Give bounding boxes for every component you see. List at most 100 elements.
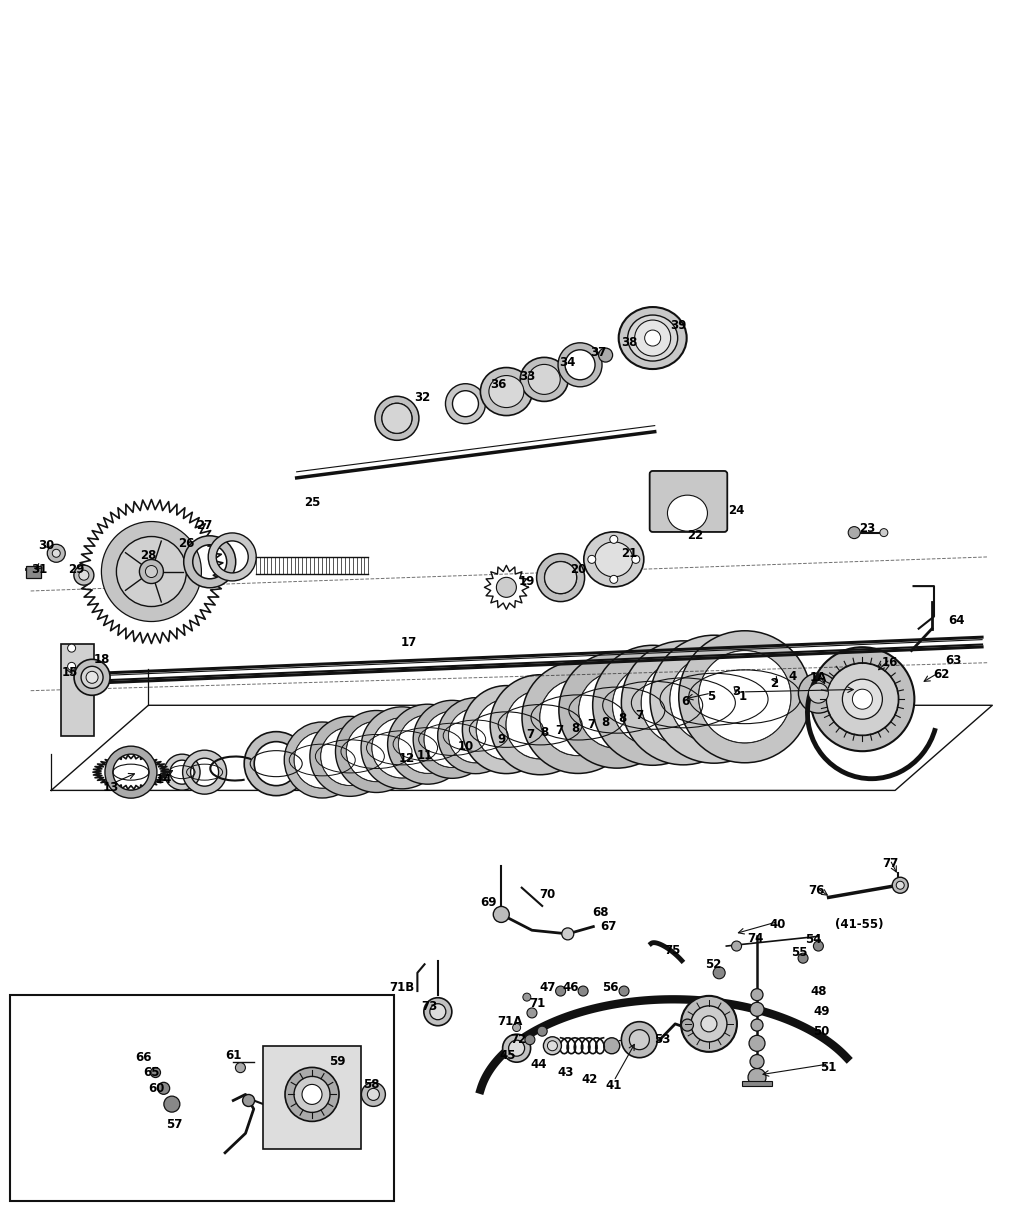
Text: 9: 9 xyxy=(497,733,505,745)
Text: 68: 68 xyxy=(592,906,609,918)
Text: 7: 7 xyxy=(526,728,534,741)
Circle shape xyxy=(74,659,110,696)
Circle shape xyxy=(634,320,671,356)
Bar xyxy=(61,644,94,736)
Circle shape xyxy=(302,1085,322,1104)
Wedge shape xyxy=(244,732,308,795)
Circle shape xyxy=(493,906,509,923)
Wedge shape xyxy=(164,754,201,790)
Circle shape xyxy=(610,535,618,544)
Text: 47: 47 xyxy=(539,981,555,993)
Circle shape xyxy=(892,877,908,894)
Text: 65: 65 xyxy=(143,1066,160,1079)
Circle shape xyxy=(827,663,898,736)
Circle shape xyxy=(52,550,60,557)
Circle shape xyxy=(430,1003,446,1020)
Text: 43: 43 xyxy=(558,1066,574,1079)
Circle shape xyxy=(361,1082,386,1107)
Ellipse shape xyxy=(489,376,524,407)
Circle shape xyxy=(424,997,452,1026)
Text: 8: 8 xyxy=(540,726,548,738)
Circle shape xyxy=(295,732,350,788)
Circle shape xyxy=(750,1002,764,1017)
Text: 1A: 1A xyxy=(810,671,827,683)
Circle shape xyxy=(751,989,763,1001)
Wedge shape xyxy=(184,536,235,587)
Text: 23: 23 xyxy=(859,523,876,535)
Text: 40: 40 xyxy=(769,918,786,930)
Circle shape xyxy=(748,1069,766,1086)
Circle shape xyxy=(537,1026,547,1036)
Text: 29: 29 xyxy=(69,563,85,575)
Circle shape xyxy=(372,717,432,778)
Circle shape xyxy=(598,348,613,362)
Circle shape xyxy=(47,545,65,562)
Wedge shape xyxy=(537,553,584,602)
Text: 61: 61 xyxy=(225,1049,241,1062)
Circle shape xyxy=(604,1037,620,1054)
Circle shape xyxy=(242,1094,255,1107)
Text: 60: 60 xyxy=(148,1082,165,1094)
Circle shape xyxy=(145,565,158,578)
Text: 18: 18 xyxy=(94,653,110,665)
Wedge shape xyxy=(559,652,675,769)
Text: 41: 41 xyxy=(606,1080,622,1092)
Circle shape xyxy=(713,967,725,979)
Circle shape xyxy=(798,674,839,713)
Wedge shape xyxy=(388,704,468,784)
Circle shape xyxy=(382,404,412,433)
Wedge shape xyxy=(413,700,491,778)
Text: 16: 16 xyxy=(882,657,898,669)
Wedge shape xyxy=(621,641,746,765)
Circle shape xyxy=(74,565,94,585)
Circle shape xyxy=(681,1019,694,1031)
Text: 31: 31 xyxy=(31,563,47,575)
Circle shape xyxy=(613,665,693,745)
Circle shape xyxy=(699,651,791,743)
Ellipse shape xyxy=(594,542,633,576)
Wedge shape xyxy=(105,747,157,798)
Text: 42: 42 xyxy=(581,1074,597,1086)
Text: 56: 56 xyxy=(603,981,619,993)
Text: 39: 39 xyxy=(670,320,686,332)
FancyBboxPatch shape xyxy=(263,1046,361,1149)
Text: 36: 36 xyxy=(490,378,506,390)
Circle shape xyxy=(852,689,873,709)
Wedge shape xyxy=(650,635,779,764)
Text: 38: 38 xyxy=(621,337,637,349)
Circle shape xyxy=(294,1076,330,1113)
Circle shape xyxy=(751,1019,763,1031)
Text: 63: 63 xyxy=(945,654,962,666)
Wedge shape xyxy=(209,533,256,581)
Circle shape xyxy=(425,711,480,767)
Wedge shape xyxy=(810,647,915,751)
Wedge shape xyxy=(284,722,360,798)
Ellipse shape xyxy=(619,308,686,368)
Text: 6: 6 xyxy=(681,696,690,708)
Wedge shape xyxy=(361,706,443,789)
Text: 66: 66 xyxy=(135,1052,151,1064)
Circle shape xyxy=(670,655,758,743)
Wedge shape xyxy=(438,698,514,773)
Circle shape xyxy=(164,1096,180,1113)
Ellipse shape xyxy=(628,315,677,361)
Circle shape xyxy=(285,1068,339,1121)
Text: 7: 7 xyxy=(555,725,564,737)
Circle shape xyxy=(842,680,883,719)
Text: 62: 62 xyxy=(933,669,949,681)
Bar xyxy=(742,1081,772,1086)
Ellipse shape xyxy=(584,531,643,587)
Text: 1: 1 xyxy=(739,691,747,703)
Wedge shape xyxy=(592,646,713,765)
Circle shape xyxy=(691,1006,727,1042)
Circle shape xyxy=(502,1034,531,1063)
Text: 71B: 71B xyxy=(390,981,414,993)
Circle shape xyxy=(644,330,661,347)
Circle shape xyxy=(681,996,737,1052)
Ellipse shape xyxy=(481,367,532,416)
Circle shape xyxy=(525,1035,535,1045)
Text: 14: 14 xyxy=(155,773,172,786)
Text: 21: 21 xyxy=(621,547,637,559)
Ellipse shape xyxy=(521,358,568,401)
Text: 27: 27 xyxy=(196,519,213,531)
